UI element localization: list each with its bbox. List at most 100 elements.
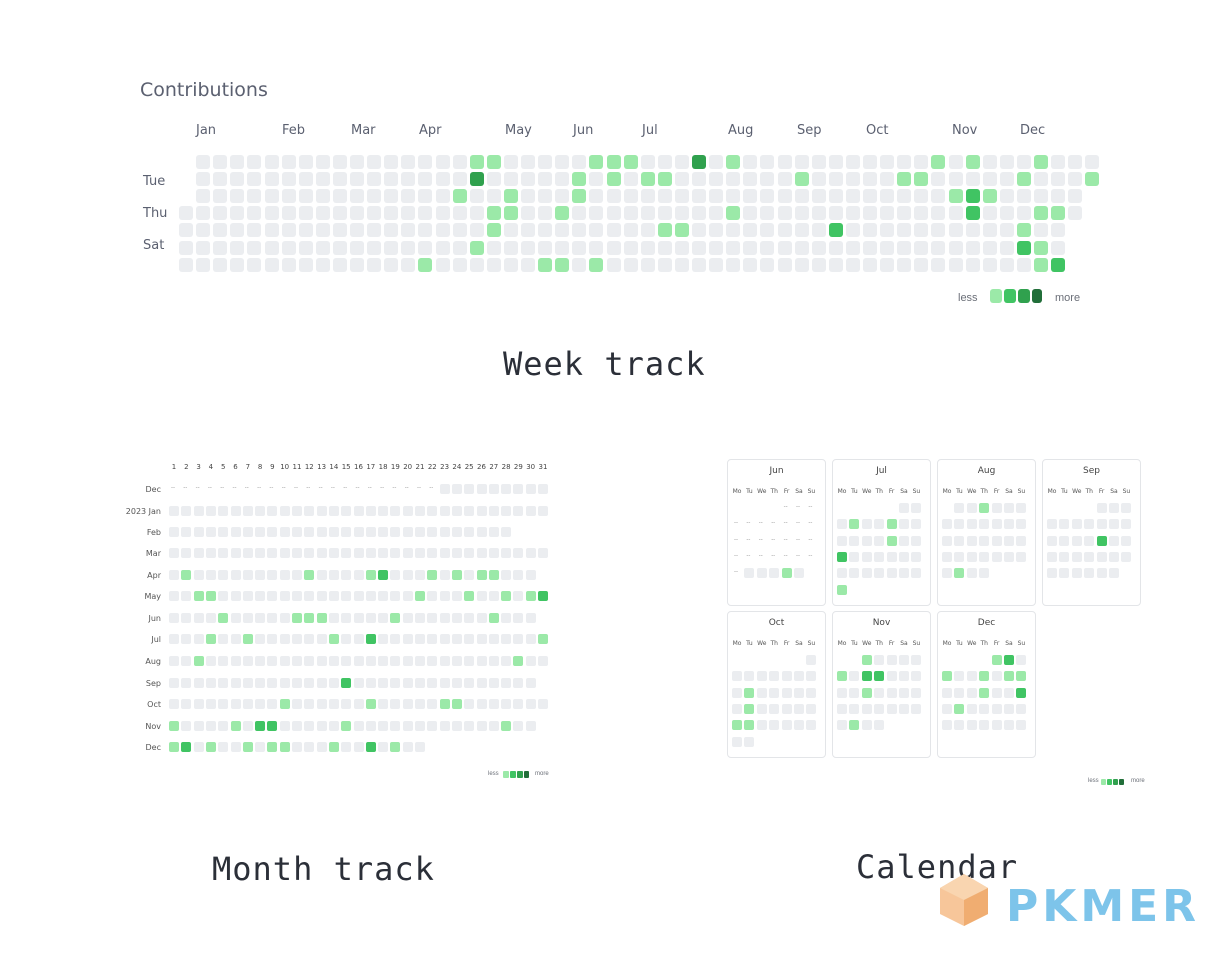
week-day-cell[interactable] (521, 257, 535, 272)
week-day-cell[interactable] (1051, 257, 1066, 272)
week-day-cell[interactable] (794, 172, 809, 187)
month-day-cell[interactable] (439, 656, 450, 666)
month-day-cell[interactable] (304, 613, 315, 623)
week-day-cell[interactable] (196, 257, 211, 272)
month-day-cell[interactable] (476, 548, 487, 558)
month-day-cell[interactable] (525, 721, 536, 731)
month-day-cell[interactable] (476, 613, 487, 623)
week-day-cell[interactable] (845, 189, 860, 204)
month-day-cell[interactable] (181, 742, 192, 752)
month-day-cell[interactable] (488, 527, 499, 537)
month-day-cell[interactable] (513, 656, 524, 666)
week-day-cell[interactable] (572, 257, 587, 272)
month-day-cell[interactable] (341, 742, 352, 752)
month-day-cell[interactable] (451, 548, 462, 558)
month-day-cell[interactable] (205, 548, 216, 558)
month-day-cell[interactable] (501, 548, 512, 558)
week-day-cell[interactable] (521, 189, 535, 204)
month-day-cell[interactable] (316, 678, 327, 688)
month-day-cell[interactable] (353, 548, 364, 558)
calendar-day-cell[interactable] (899, 535, 909, 546)
calendar-day-cell[interactable] (899, 655, 909, 665)
week-day-cell[interactable] (606, 206, 621, 221)
month-day-cell[interactable] (538, 591, 548, 601)
calendar-day-cell[interactable] (837, 535, 847, 546)
calendar-day-cell[interactable] (911, 568, 922, 579)
month-day-cell[interactable] (476, 678, 487, 688)
month-day-cell[interactable] (181, 527, 192, 537)
week-day-cell[interactable] (640, 223, 655, 238)
calendar-day-cell[interactable] (849, 551, 860, 562)
month-day-cell[interactable] (353, 570, 364, 580)
month-day-cell[interactable] (230, 721, 241, 731)
week-day-cell[interactable] (709, 223, 724, 238)
month-day-cell[interactable] (464, 634, 475, 644)
calendar-day-cell[interactable] (861, 720, 872, 731)
week-day-cell[interactable] (999, 223, 1014, 238)
week-day-cell[interactable] (589, 257, 604, 272)
month-day-cell[interactable] (328, 742, 339, 752)
week-day-cell[interactable] (982, 240, 997, 255)
calendar-day-cell[interactable] (942, 551, 952, 562)
month-day-cell[interactable] (279, 548, 290, 558)
month-day-cell[interactable] (402, 506, 413, 516)
month-day-cell[interactable] (193, 656, 204, 666)
month-day-cell[interactable] (390, 634, 401, 644)
week-day-cell[interactable] (247, 206, 262, 221)
month-day-cell[interactable] (169, 613, 179, 623)
month-day-cell[interactable] (292, 591, 302, 601)
week-day-cell[interactable] (931, 240, 946, 255)
month-day-cell[interactable] (292, 742, 302, 752)
month-day-cell[interactable] (378, 634, 389, 644)
calendar-day-cell[interactable] (1096, 535, 1107, 546)
calendar-day-cell[interactable] (899, 703, 909, 714)
month-day-cell[interactable] (230, 678, 241, 688)
week-day-cell[interactable] (264, 240, 279, 255)
week-day-cell[interactable] (999, 172, 1014, 187)
week-day-cell[interactable] (555, 206, 570, 221)
month-day-cell[interactable] (242, 613, 253, 623)
week-day-cell[interactable] (1068, 206, 1083, 221)
calendar-day-cell[interactable] (954, 535, 965, 546)
month-day-cell[interactable] (427, 591, 438, 601)
month-day-cell[interactable] (378, 742, 389, 752)
week-day-cell[interactable] (384, 172, 399, 187)
week-day-cell[interactable] (538, 155, 553, 169)
month-day-cell[interactable] (365, 548, 376, 558)
month-day-cell[interactable] (390, 699, 401, 709)
month-day-cell[interactable] (378, 613, 389, 623)
week-day-cell[interactable] (709, 172, 724, 187)
calendar-day-cell[interactable] (874, 671, 885, 682)
week-day-cell[interactable] (213, 223, 228, 238)
month-day-cell[interactable] (501, 634, 512, 644)
calendar-day-cell[interactable] (911, 655, 922, 665)
calendar-day-cell[interactable] (861, 687, 872, 698)
week-day-cell[interactable] (777, 206, 792, 221)
week-day-cell[interactable] (845, 155, 860, 169)
month-day-cell[interactable] (205, 570, 216, 580)
month-day-cell[interactable] (255, 506, 266, 516)
month-day-cell[interactable] (279, 570, 290, 580)
month-day-cell[interactable] (316, 506, 327, 516)
month-day-cell[interactable] (169, 506, 179, 516)
calendar-day-cell[interactable] (1004, 519, 1014, 530)
month-day-cell[interactable] (267, 678, 278, 688)
month-day-cell[interactable] (181, 721, 192, 731)
month-day-cell[interactable] (427, 656, 438, 666)
month-day-cell[interactable] (341, 548, 352, 558)
week-day-cell[interactable] (982, 172, 997, 187)
week-day-cell[interactable] (1051, 240, 1066, 255)
week-day-cell[interactable] (811, 240, 826, 255)
week-day-cell[interactable] (760, 155, 775, 169)
month-day-cell[interactable] (353, 506, 364, 516)
week-day-cell[interactable] (435, 206, 450, 221)
calendar-day-cell[interactable] (1121, 535, 1132, 546)
week-day-cell[interactable] (1016, 206, 1031, 221)
week-day-cell[interactable] (777, 240, 792, 255)
month-day-cell[interactable] (341, 527, 352, 537)
month-day-cell[interactable] (267, 656, 278, 666)
month-day-cell[interactable] (390, 613, 401, 623)
calendar-day-cell[interactable] (874, 535, 885, 546)
calendar-day-cell[interactable] (899, 568, 909, 579)
calendar-day-cell[interactable] (861, 703, 872, 714)
